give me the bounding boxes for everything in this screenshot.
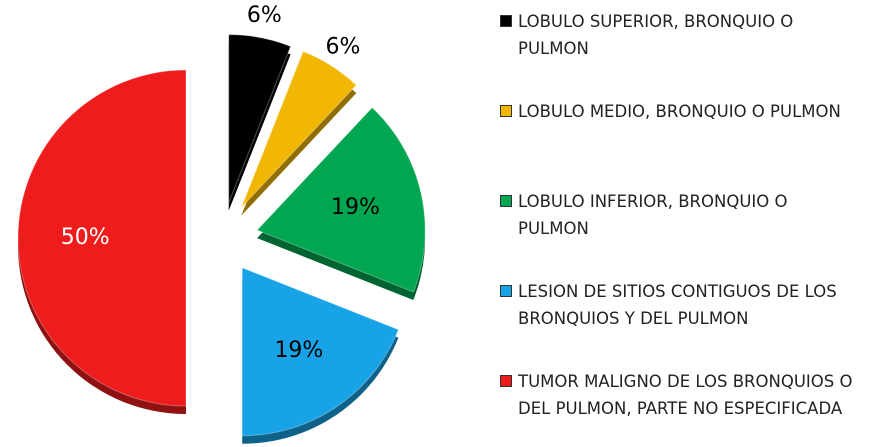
legend-label: LOBULO INFERIOR, BRONQUIO O PULMON [518, 192, 788, 238]
legend-item: LESION DE SITIOS CONTIGUOS DE LOS BRONQU… [500, 278, 860, 368]
legend-swatch [500, 375, 512, 387]
legend-item: LOBULO SUPERIOR, BRONQUIO O PULMON [500, 8, 860, 98]
legend-swatch [500, 285, 512, 297]
legend-label: LESION DE SITIOS CONTIGUOS DE LOS BRONQU… [518, 282, 837, 328]
legend-swatch [500, 105, 512, 117]
legend: LOBULO SUPERIOR, BRONQUIO O PULMON LOBULO… [500, 8, 860, 447]
legend-label: LOBULO SUPERIOR, BRONQUIO O PULMON [518, 12, 794, 58]
value-label: 50% [61, 225, 110, 250]
value-label: 6% [247, 3, 282, 28]
slice [17, 69, 187, 407]
legend-item: TUMOR MALIGNO DE LOS BRONQUIOS O DEL PUL… [500, 368, 860, 447]
legend-label: TUMOR MALIGNO DE LOS BRONQUIOS O DEL PUL… [518, 372, 853, 418]
value-label: 19% [274, 338, 323, 363]
pie-chart: 6% 6% 19% 19% 50% [17, 3, 426, 444]
legend-swatch [500, 15, 512, 27]
slice [240, 50, 358, 208]
slice [228, 34, 292, 203]
slice [241, 267, 400, 437]
legend-item: LOBULO MEDIO, BRONQUIO O PULMON [500, 98, 860, 188]
legend-label: LOBULO MEDIO, BRONQUIO O PULMON [518, 102, 841, 121]
slice [256, 106, 426, 293]
value-label: 19% [331, 195, 380, 220]
legend-swatch [500, 195, 512, 207]
value-label: 6% [326, 34, 361, 59]
legend-item: LOBULO INFERIOR, BRONQUIO O PULMON [500, 188, 860, 278]
